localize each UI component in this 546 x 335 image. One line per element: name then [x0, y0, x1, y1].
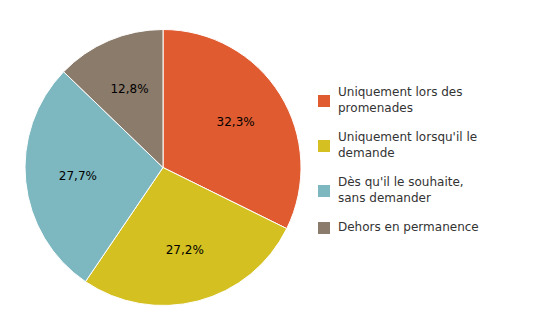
svg-text:27,7%: 27,7%	[59, 169, 97, 183]
html-text:Dès qu'il le souhaite, sans de: Dès qu'il le souhaite, sans demander	[338, 175, 464, 205]
html-text:Uniquement lors des promenades: Uniquement lors des promenades	[338, 84, 463, 115]
svg-text:27,2%: 27,2%	[166, 243, 204, 257]
html-text:Uniquement lorsqu'il le demand: Uniquement lorsqu'il le demande	[338, 130, 478, 160]
svg-text:12,8%: 12,8%	[110, 82, 148, 96]
html-text:Dehors en permanence: Dehors en permanence	[338, 220, 479, 235]
svg-text:32,3%: 32,3%	[217, 115, 255, 129]
